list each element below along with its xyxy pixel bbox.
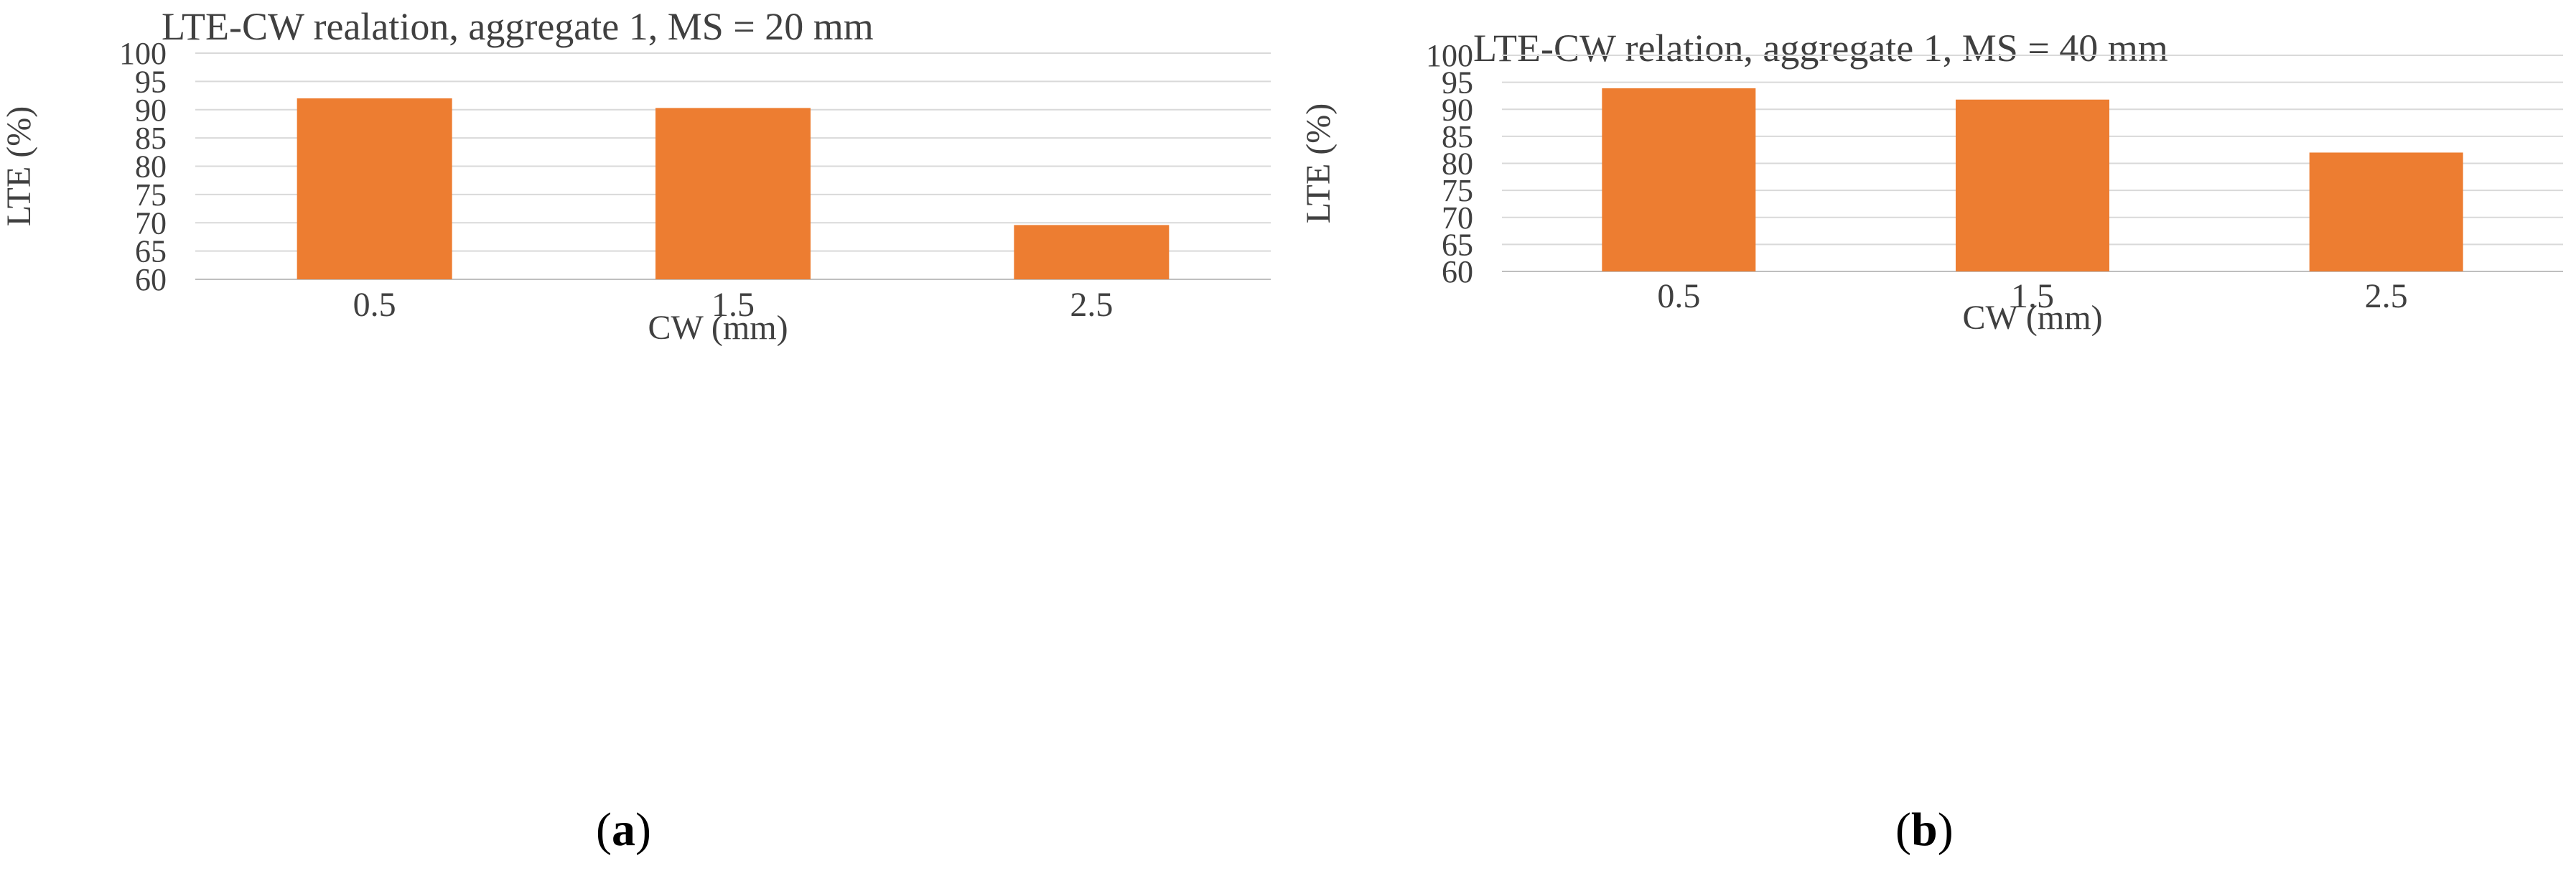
x-tick-label: 0.5 — [1657, 277, 1700, 315]
y-tick-label: 75 — [135, 177, 167, 213]
bar — [1014, 225, 1170, 279]
y-tick-label: 80 — [135, 149, 167, 185]
panel-label-letter: b — [1910, 803, 1938, 856]
chart-title: LTE-CW relation, aggregate 1, MS = 40 mm — [1473, 27, 2168, 70]
panel-label-b: (b) — [1895, 803, 1954, 856]
y-tick-label: 70 — [135, 205, 167, 241]
x-tick-label: 2.5 — [2365, 277, 2408, 315]
panel-label-a: (a) — [596, 803, 651, 856]
y-axis-label: LTE (%) — [1299, 103, 1338, 224]
chart-panel-a: LTE-CW realation, aggregate 1, MS = 20 m… — [0, 5, 1271, 856]
y-tick-label: 70 — [1442, 200, 1473, 236]
bar — [1602, 88, 1756, 271]
chart-title: LTE-CW realation, aggregate 1, MS = 20 m… — [162, 5, 874, 48]
x-axis-label: CW (mm) — [648, 309, 788, 347]
y-tick-label: 95 — [135, 64, 167, 99]
y-tick-label: 65 — [135, 234, 167, 269]
x-tick-label: 0.5 — [353, 286, 396, 324]
y-tick-label: 60 — [1442, 254, 1473, 289]
y-tick-label: 65 — [1442, 227, 1473, 262]
y-tick-label: 100 — [119, 36, 167, 71]
bar — [655, 108, 811, 279]
chart-panel-b: LTE-CW relation, aggregate 1, MS = 40 mm… — [1292, 0, 2576, 876]
x-tick-label: 2.5 — [1070, 286, 1113, 324]
y-axis-label: LTE (%) — [0, 106, 38, 227]
y-tick-label: 95 — [1442, 65, 1473, 101]
y-tick-label: 90 — [1442, 92, 1473, 127]
y-tick-label: 100 — [1426, 38, 1473, 73]
y-tick-label: 60 — [135, 262, 167, 297]
y-tick-label: 85 — [135, 121, 167, 156]
x-tick-label: 1.5 — [2011, 277, 2054, 315]
bar — [297, 98, 452, 279]
x-tick-label: 1.5 — [711, 286, 755, 324]
y-tick-label: 75 — [1442, 173, 1473, 208]
x-axis-label: CW (mm) — [1962, 299, 2102, 337]
bar — [2309, 152, 2463, 271]
panel-label-letter: a — [611, 803, 635, 856]
y-tick-label: 85 — [1442, 119, 1473, 154]
y-tick-label: 90 — [135, 93, 167, 128]
bar — [1956, 99, 2109, 271]
y-tick-label: 80 — [1442, 146, 1473, 182]
